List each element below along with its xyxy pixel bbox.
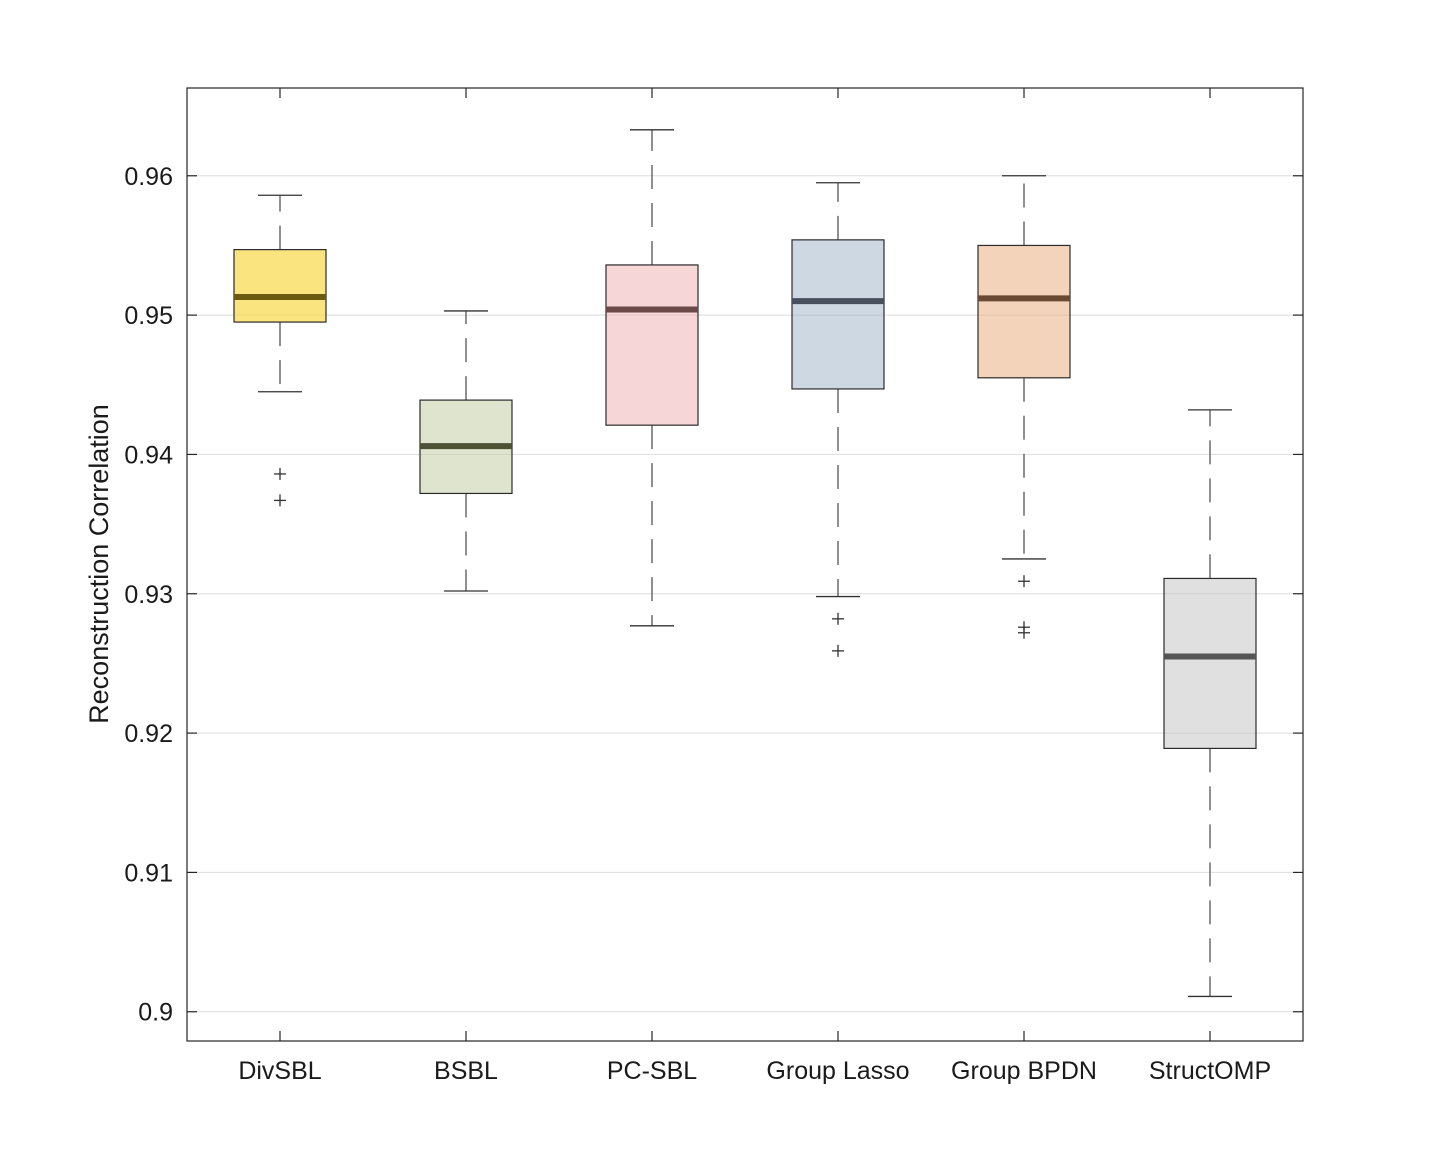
box-bsbl bbox=[419, 310, 513, 592]
box-group-lasso bbox=[791, 182, 885, 657]
y-tick-labels: 0.9 0.91 0.92 0.93 0.94 0.95 0.96 bbox=[124, 163, 173, 1027]
y-tick-label: 0.94 bbox=[124, 441, 173, 469]
y-tick-label: 0.96 bbox=[124, 163, 173, 191]
x-tick-label: PC-SBL bbox=[607, 1057, 697, 1085]
outlier-marker bbox=[1018, 626, 1030, 639]
outlier-marker bbox=[832, 612, 844, 625]
x-tick-label: BSBL bbox=[434, 1057, 498, 1085]
outlier-marker bbox=[1018, 575, 1030, 588]
y-tick-label: 0.91 bbox=[124, 859, 173, 887]
y-tick-label: 0.95 bbox=[124, 302, 173, 330]
box-iqr bbox=[977, 244, 1071, 379]
box-iqr bbox=[1163, 577, 1257, 750]
y-axis-title: Reconstruction Correlation bbox=[84, 404, 114, 724]
x-tick-label: DivSBL bbox=[238, 1057, 321, 1085]
gridlines bbox=[187, 175, 1303, 1013]
box-structomp bbox=[1163, 409, 1257, 998]
y-tick-label: 0.93 bbox=[124, 581, 173, 609]
outlier-marker bbox=[832, 644, 844, 657]
outlier-marker bbox=[274, 494, 286, 507]
box-iqr bbox=[791, 239, 885, 390]
box-pc-sbl bbox=[605, 129, 699, 627]
x-tick-label: Group Lasso bbox=[766, 1057, 909, 1085]
axis-ticks bbox=[187, 88, 1303, 1041]
box-iqr bbox=[233, 249, 327, 323]
box-iqr bbox=[605, 264, 699, 426]
box-divsbl bbox=[233, 194, 327, 507]
plot-frame bbox=[186, 87, 1304, 1042]
box-group-bpdn bbox=[977, 175, 1071, 639]
x-tick-label: Group BPDN bbox=[951, 1057, 1097, 1085]
y-tick-label: 0.9 bbox=[138, 999, 173, 1027]
x-tick-labels: DivSBL BSBL PC-SBL Group Lasso Group BPDN Str… bbox=[238, 1057, 1271, 1085]
y-tick-label: 0.92 bbox=[124, 720, 173, 748]
boxes bbox=[233, 129, 1257, 998]
x-tick-label: StructOMP bbox=[1149, 1057, 1271, 1085]
outlier-marker bbox=[274, 467, 286, 480]
